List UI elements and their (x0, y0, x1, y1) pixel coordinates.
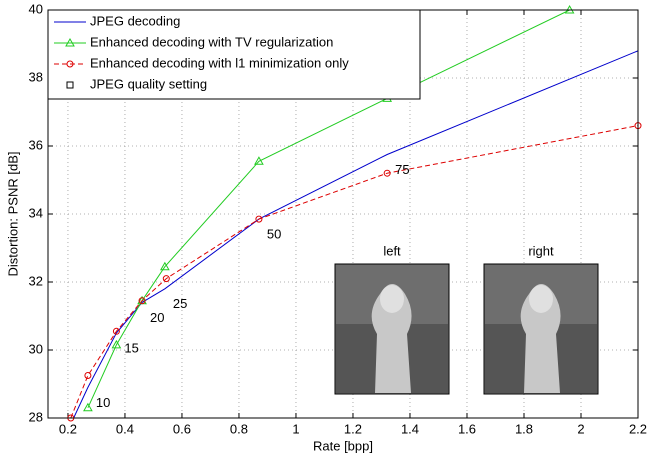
statue-head (529, 285, 553, 313)
y-axis-label: Distortion: PSNR [dB] (5, 152, 20, 277)
y-tick-label: 30 (29, 341, 43, 356)
x-tick-label: 1 (292, 421, 299, 436)
x-tick-label: 0.4 (116, 421, 134, 436)
y-tick-label: 36 (29, 137, 43, 152)
legend-marker (66, 81, 74, 89)
marker (254, 156, 264, 165)
inset-image (334, 263, 450, 395)
marker (112, 327, 120, 335)
y-tick-label: 32 (29, 273, 43, 288)
legend-marker (66, 60, 74, 68)
legend-marker (65, 37, 75, 47)
annotation: 25 (173, 296, 187, 311)
marker (138, 297, 146, 305)
x-tick-label: 2.2 (629, 421, 647, 436)
series-line (70, 125, 638, 418)
y-tick-label: 34 (29, 205, 43, 220)
annotation: 75 (395, 162, 409, 177)
annotation: 15 (124, 340, 138, 355)
marker (111, 339, 122, 349)
legend: JPEG decoding Enhanced decoding with TV r… (47, 9, 421, 100)
x-tick-label: 0.6 (173, 421, 191, 436)
x-tick-label: 1.4 (401, 421, 419, 436)
series-line (73, 50, 638, 418)
x-tick-label: 1.6 (458, 421, 476, 436)
annotation: 50 (267, 227, 281, 242)
marker (83, 402, 93, 412)
marker (84, 372, 92, 379)
y-tick-label: 28 (29, 409, 43, 424)
inset-title: right (528, 243, 554, 258)
legend-box (47, 9, 421, 100)
annotation: 20 (150, 310, 164, 325)
x-axis-label: Rate [bpp] (313, 438, 373, 453)
y-tick-label: 38 (29, 69, 43, 84)
statue (371, 284, 412, 393)
legend-label: JPEG quality setting (90, 76, 207, 91)
x-tick-label: 0.2 (59, 421, 77, 436)
annotation: 10 (96, 395, 110, 410)
marker (255, 215, 263, 223)
marker (159, 261, 170, 271)
marker (162, 275, 170, 283)
legend-label: Enhanced decoding with l1 minimization o… (90, 55, 349, 70)
statue-head (380, 285, 404, 313)
inset-title: left (383, 243, 401, 258)
x-tick-label: 2 (577, 421, 584, 436)
x-tick-label: 0.8 (230, 421, 248, 436)
legend-label: JPEG decoding (90, 13, 180, 28)
statue (520, 284, 561, 393)
legend-label: Enhanced decoding with TV regularization (90, 34, 333, 49)
marker (383, 169, 391, 177)
x-tick-label: 1.2 (344, 421, 362, 436)
inset-image (483, 263, 599, 395)
y-tick-label: 40 (29, 1, 43, 16)
x-tick-label: 1.8 (515, 421, 533, 436)
